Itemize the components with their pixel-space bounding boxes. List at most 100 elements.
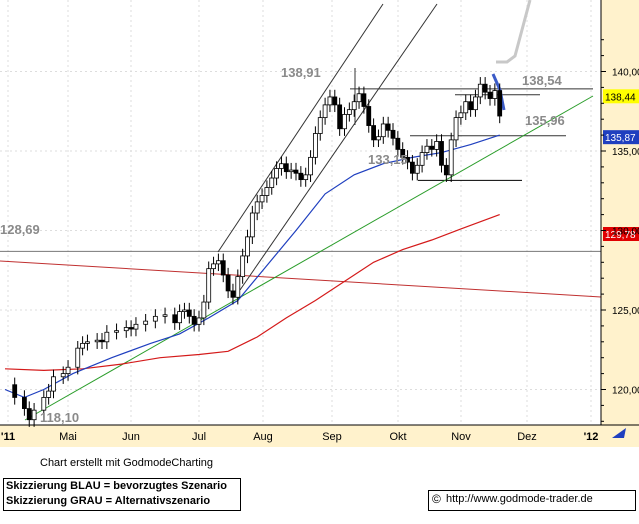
price-candle xyxy=(482,83,488,93)
price-candle xyxy=(279,163,284,169)
price-candle xyxy=(235,276,241,298)
x-tick-label: Sep xyxy=(322,431,342,443)
price-candle xyxy=(182,309,187,312)
price-candle xyxy=(264,187,270,196)
price-candle xyxy=(60,373,66,378)
price-candle xyxy=(366,106,372,126)
price-candle xyxy=(240,255,246,278)
price-candle xyxy=(317,117,323,134)
website-link[interactable]: http://www.godmode-trader.de xyxy=(446,493,593,505)
price-candle xyxy=(196,317,202,325)
price-candle xyxy=(380,123,386,138)
channel-line-upper xyxy=(217,3,384,253)
price-candle xyxy=(41,397,47,411)
price-candle xyxy=(385,123,391,131)
y-axis-panel xyxy=(601,0,639,425)
price-candle xyxy=(439,141,444,166)
price-candle xyxy=(371,125,377,141)
x-tick-label: Jun xyxy=(122,431,140,443)
price-candle xyxy=(128,327,134,330)
price-candle xyxy=(230,290,236,298)
price-candle xyxy=(298,172,304,181)
price-candle xyxy=(31,409,37,421)
price-candle xyxy=(332,96,338,106)
price-candle xyxy=(215,260,221,265)
price-candle xyxy=(211,263,216,270)
price-candle xyxy=(400,149,406,158)
x-tick-label: Jul xyxy=(192,431,206,443)
price-candle xyxy=(85,341,90,344)
level-label-138-91: 138,91 xyxy=(281,65,321,80)
price-candle xyxy=(65,366,71,374)
price-tag xyxy=(603,130,639,145)
x-tick-label: Aug xyxy=(253,431,273,443)
price-candle xyxy=(312,133,318,158)
price-candle xyxy=(453,117,459,141)
y-tick-label: 125,00 xyxy=(612,306,639,317)
price-candle xyxy=(162,314,168,317)
level-label-135-96: 135,96 xyxy=(525,113,565,128)
price-candle xyxy=(448,139,454,176)
price-candle xyxy=(361,93,367,107)
price-candle xyxy=(327,96,333,106)
price-candle xyxy=(492,90,498,99)
price-candle xyxy=(80,342,85,349)
x-tick-label: Nov xyxy=(451,431,471,443)
x-axis-panel xyxy=(0,425,639,447)
price-candle xyxy=(405,156,410,163)
price-candle xyxy=(356,93,362,103)
price-candle xyxy=(429,145,435,150)
trendline-green xyxy=(24,95,594,421)
price-candle xyxy=(274,168,280,179)
price-candle xyxy=(201,301,207,319)
y-tick-label: 120,00 xyxy=(612,386,639,397)
price-series xyxy=(12,77,503,427)
price-candle xyxy=(288,169,294,173)
price-candle xyxy=(468,101,474,111)
price-tag-label: 129,78 xyxy=(605,230,636,241)
price-candle xyxy=(395,137,401,150)
grid xyxy=(0,0,601,425)
level-label-138-54: 138,54 xyxy=(522,73,563,88)
price-candle xyxy=(12,384,18,398)
y-tick-label: 140,00 xyxy=(612,68,639,79)
price-candle xyxy=(186,309,192,317)
price-candle xyxy=(477,83,483,98)
legend-blue-scenario: Skizzierung BLAU = bevorzugtes Szenario xyxy=(6,480,227,492)
price-candle xyxy=(51,376,56,392)
x-tick-label: Mai xyxy=(59,431,77,443)
price-candle xyxy=(21,397,27,409)
price-candle xyxy=(123,327,129,332)
price-candle xyxy=(434,141,440,150)
price-candle xyxy=(104,331,110,343)
scenario-gray-sketch xyxy=(496,0,532,64)
trendline-red xyxy=(0,260,602,298)
price-candle xyxy=(463,101,469,114)
channel-line-lower xyxy=(239,3,438,291)
price-tag xyxy=(603,226,639,241)
price-candle xyxy=(133,323,139,330)
price-candle xyxy=(220,260,226,276)
price-candle xyxy=(337,104,343,130)
price-candle xyxy=(143,320,149,325)
y-tick-label: 135,00 xyxy=(612,147,639,158)
price-candle xyxy=(114,330,119,333)
price-candle xyxy=(245,236,250,257)
price-candle xyxy=(225,274,231,292)
x-tick-label: Dez xyxy=(517,431,537,443)
price-candle xyxy=(254,201,260,214)
level-label-133-15: 133,15 xyxy=(368,152,408,167)
price-candle xyxy=(94,339,100,343)
price-candle xyxy=(75,347,81,368)
chart-arrow-icon xyxy=(612,428,626,438)
price-candle xyxy=(172,314,178,324)
price-candle xyxy=(424,145,430,153)
price-candle xyxy=(409,161,415,174)
price-candle xyxy=(351,101,357,111)
price-candle xyxy=(249,212,255,238)
y-tick-label: 130,00 xyxy=(612,227,639,238)
price-candle xyxy=(152,315,158,322)
x-tick-label: '12 xyxy=(584,431,599,443)
price-candle xyxy=(308,156,313,176)
